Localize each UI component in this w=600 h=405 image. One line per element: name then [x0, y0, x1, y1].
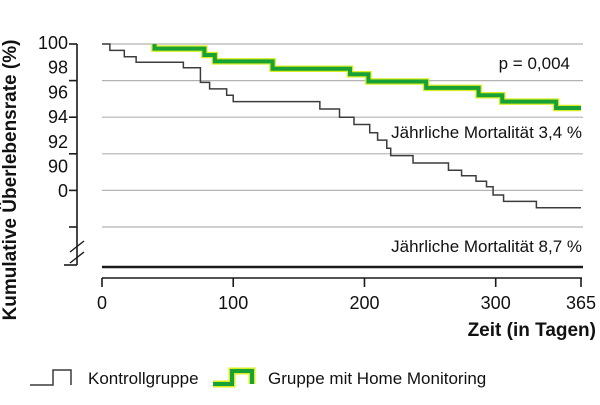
series-kontrollgruppe-line [102, 43, 581, 209]
y-tick-label: 90 [48, 157, 68, 177]
y-tick-label: 100 [38, 33, 68, 53]
x-tick-label: 300 [481, 293, 511, 313]
y-tick-label: 92 [48, 132, 68, 152]
x-tick-label: 100 [218, 293, 248, 313]
axis-break-icon [69, 240, 85, 264]
x-tick-label: 365 [566, 293, 596, 313]
y-tick-label: 98 [48, 58, 68, 78]
p-value-label: p = 0,004 [499, 54, 570, 73]
annotation-mortality-control: Jährliche Mortalität 8,7 % [391, 237, 582, 256]
annotation-mortality-home-monitoring: Jährliche Mortalität 3,4 % [391, 123, 582, 142]
legend-label-home-monitoring: Gruppe mit Home Monitoring [268, 369, 486, 388]
y-tick-label: 96 [48, 82, 68, 102]
x-axis-ticks [101, 278, 582, 287]
x-axis: 0 100 200 300 365 [97, 277, 596, 313]
x-tick-labels: 0 100 200 300 365 [97, 293, 596, 313]
legend-label-kontrollgruppe: Kontrollgruppe [88, 369, 199, 388]
x-tick-label: 0 [97, 293, 107, 313]
y-tick-label: 0 [58, 181, 68, 201]
series-home-monitoring-line [152, 44, 581, 111]
y-axis-title: Kumulative Überlebensrate (%) [0, 40, 21, 321]
y-axis-ticks [69, 43, 77, 228]
home-monitoring-line-icon-core [213, 369, 254, 386]
legend: Kontrollgruppe Gruppe mit Home Monitorin… [30, 367, 486, 388]
x-axis-title: Zeit (in Tagen) [468, 320, 596, 341]
y-tick-label: 94 [48, 107, 68, 127]
y-axis: 100 98 96 94 92 90 0 [38, 33, 85, 266]
x-tick-label: 200 [349, 293, 379, 313]
y-tick-labels: 100 98 96 94 92 90 0 [38, 33, 68, 201]
kontrollgruppe-line-icon [30, 369, 72, 386]
